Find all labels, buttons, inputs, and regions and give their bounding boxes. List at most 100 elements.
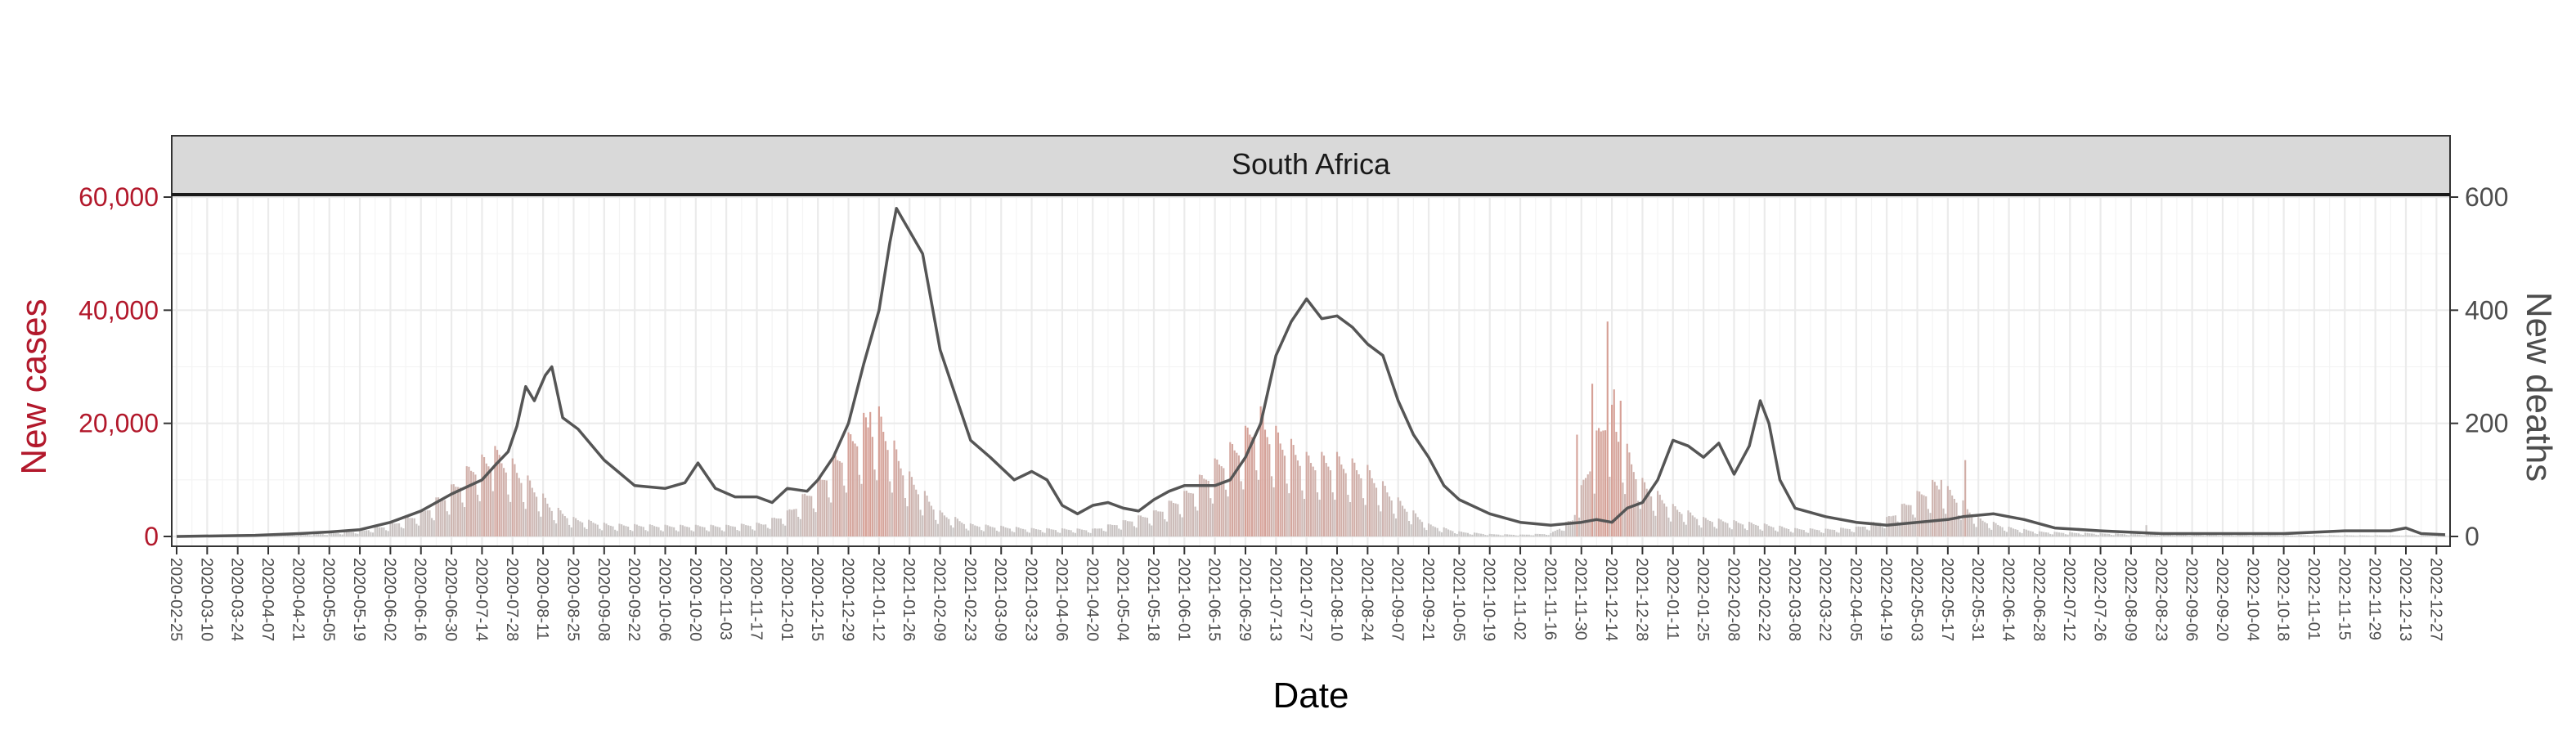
- new-cases-bar: [2175, 534, 2178, 536]
- new-cases-bar: [1530, 535, 1533, 536]
- new-cases-bar: [537, 511, 540, 536]
- new-cases-bar: [668, 526, 671, 536]
- new-cases-bar: [799, 518, 801, 536]
- new-cases-bar: [413, 518, 415, 536]
- new-cases-bar: [1844, 528, 1847, 536]
- x-tick-label: 2021-08-10: [1327, 558, 1345, 641]
- new-cases-bar: [1923, 495, 1925, 536]
- new-cases-bar: [1170, 500, 1173, 536]
- new-cases-bar: [697, 525, 699, 536]
- new-cases-bar: [1883, 527, 1886, 536]
- new-cases-bar: [1919, 491, 1921, 536]
- new-cases-bar: [635, 524, 638, 536]
- new-cases-bar: [1401, 505, 1404, 536]
- new-cases-bar: [1041, 532, 1043, 536]
- new-deaths-line: [176, 207, 2446, 538]
- new-cases-bar: [516, 473, 518, 536]
- new-cases-bar: [1576, 434, 1578, 536]
- new-cases-bar: [325, 535, 329, 536]
- new-cases-bar: [640, 526, 643, 536]
- new-cases-bar: [341, 534, 343, 536]
- new-cases-bar: [1279, 443, 1281, 536]
- new-cases-bar: [2004, 530, 2006, 536]
- x-tick-label: 2021-01-26: [900, 558, 918, 641]
- new-cases-bar: [1894, 515, 1896, 536]
- new-cases-bar: [1329, 470, 1332, 536]
- new-cases-bar: [1462, 532, 1465, 536]
- new-cases-bar: [1988, 527, 1990, 536]
- new-cases-bar: [339, 534, 342, 536]
- new-cases-bar: [500, 463, 503, 536]
- x-tick-label: 2022-10-18: [2274, 558, 2292, 641]
- x-tick-label: 2020-05-05: [320, 558, 338, 641]
- new-cases-bar: [397, 523, 401, 536]
- new-cases-bar: [444, 500, 447, 536]
- new-cases-bar: [2228, 535, 2231, 536]
- new-cases-bar: [1233, 450, 1236, 536]
- new-cases-bar: [485, 463, 487, 536]
- new-cases-bar: [1788, 528, 1790, 536]
- new-cases-bar: [1785, 528, 1788, 536]
- new-cases-bar: [1984, 522, 1986, 536]
- new-cases-bar: [1185, 491, 1188, 536]
- x-tick-label: 2022-11-15: [2335, 558, 2353, 640]
- new-cases-bar: [1543, 534, 1546, 536]
- x-tick-label: 2021-11-02: [1510, 558, 1528, 640]
- new-cases-bar: [1519, 534, 1522, 536]
- x-tick-label: 2021-09-21: [1419, 558, 1437, 641]
- new-cases-bar: [1847, 528, 1849, 536]
- new-cases-bar: [2208, 534, 2210, 536]
- new-cases-bar: [1305, 451, 1308, 536]
- new-cases-bar: [1236, 452, 1238, 536]
- new-cases-bar: [882, 432, 885, 536]
- new-cases-bar: [1257, 479, 1260, 536]
- new-cases-bar: [2300, 535, 2303, 536]
- new-cases-bar: [1938, 489, 1941, 536]
- new-cases-bar: [1504, 534, 1506, 536]
- new-cases-bar: [306, 534, 309, 536]
- new-cases-bar: [583, 527, 586, 536]
- new-cases-bar: [464, 507, 466, 536]
- new-cases-bar: [1181, 517, 1183, 536]
- new-cases-bar: [1742, 524, 1744, 536]
- new-cases-bar: [745, 525, 747, 536]
- new-cases-bar: [1648, 492, 1650, 536]
- x-tick-label: 2021-02-09: [931, 558, 949, 641]
- new-cases-bar: [1067, 529, 1070, 536]
- new-cases-bar: [1168, 500, 1170, 536]
- new-cases-bar: [549, 507, 551, 536]
- new-cases-bar: [1772, 527, 1775, 536]
- new-cases-bar: [577, 520, 579, 536]
- new-cases-bar: [631, 531, 634, 536]
- new-cases-bar: [1781, 526, 1784, 536]
- new-cases-bar: [1550, 533, 1552, 536]
- new-cases-bar: [2156, 535, 2158, 536]
- new-cases-bar: [1183, 491, 1186, 536]
- new-cases-bar: [1288, 493, 1290, 536]
- new-cases-bar: [1896, 521, 1899, 536]
- new-cases-bar: [568, 524, 571, 536]
- x-tick-label: 2020-02-25: [167, 558, 185, 641]
- new-cases-bar: [1432, 526, 1434, 536]
- new-cases-bar: [1368, 470, 1371, 536]
- new-cases-bar: [330, 532, 333, 536]
- new-cases-bar: [1827, 528, 1829, 536]
- new-cases-bar: [1115, 525, 1118, 536]
- new-cases-bar: [1840, 527, 1842, 536]
- new-cases-bar: [1580, 485, 1582, 536]
- new-cases-bar: [1925, 496, 1928, 536]
- new-cases-bar: [1349, 502, 1352, 536]
- new-cases-bar: [1739, 523, 1742, 536]
- new-cases-bar: [2315, 535, 2318, 536]
- new-cases-bar: [1990, 529, 1993, 536]
- new-cases-bar: [1848, 529, 1851, 536]
- x-tick-label: 2022-11-29: [2366, 558, 2384, 640]
- new-cases-bar: [498, 455, 500, 536]
- x-tick-label: 2020-03-24: [228, 558, 246, 641]
- new-cases-bar: [2210, 535, 2213, 536]
- new-cases-bar: [1198, 474, 1201, 536]
- new-cases-bar: [1585, 478, 1587, 536]
- new-cases-bar: [712, 525, 715, 536]
- new-cases-bar: [673, 527, 675, 536]
- new-cases-bar: [1528, 534, 1530, 536]
